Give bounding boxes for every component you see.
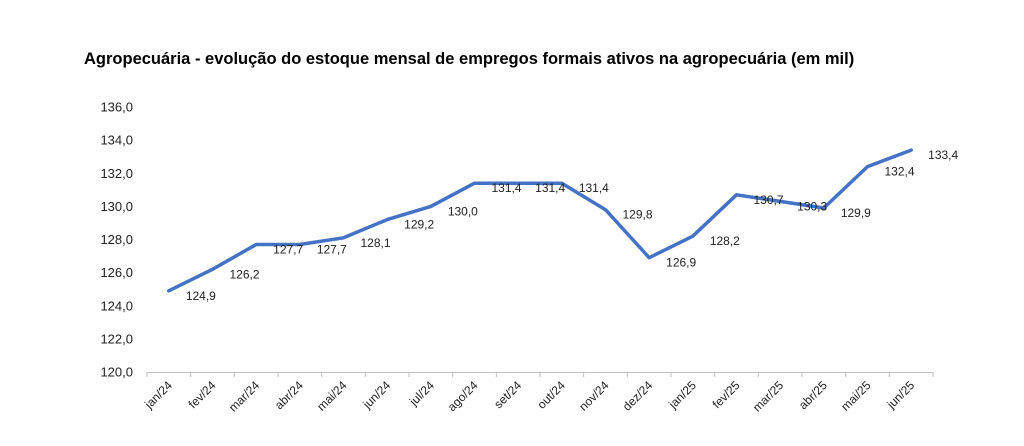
x-tick-label: jan/24 — [141, 378, 175, 412]
chart-title: Agropecuária - evolução do estoque mensa… — [84, 50, 855, 68]
data-point — [778, 199, 782, 203]
chart-axes — [146, 372, 934, 377]
x-tick-label: jul/24 — [406, 378, 437, 409]
data-labels-group: 124,9 126,2 127,7 127,7 128,1 129,2 130,0 131,4… — [186, 148, 959, 303]
y-tick-label: 134,0 — [100, 133, 133, 148]
y-tick-label: 136,0 — [100, 100, 133, 115]
data-point — [211, 267, 214, 271]
data-label: 132,4 — [885, 165, 915, 179]
data-label: 126,2 — [230, 267, 260, 281]
data-point — [691, 234, 695, 238]
y-tick-label: 122,0 — [100, 331, 133, 346]
data-label: 128,1 — [361, 236, 391, 250]
data-point — [254, 242, 258, 246]
data-point — [909, 148, 913, 152]
x-axis-ticks: jan/24 fev/24 mar/24 abr/24 mai/24 jun/24 jul/… — [141, 378, 917, 415]
data-point — [385, 218, 389, 222]
data-label: 130,7 — [754, 193, 784, 207]
x-tick-label: jun/24 — [360, 378, 394, 412]
x-tick-label: mar/25 — [750, 378, 787, 415]
data-label: 129,8 — [623, 208, 653, 222]
y-axis-ticks: 120,0 122,0 124,0 126,0 128,0 130,0 132,0 134,0… — [100, 100, 133, 380]
data-label: 124,9 — [186, 289, 216, 303]
y-tick-label: 120,0 — [100, 365, 133, 380]
x-tick-label: mar/24 — [226, 378, 263, 415]
x-tick-label: fev/25 — [710, 378, 743, 411]
x-tick-label: mai/24 — [314, 378, 350, 414]
x-tick-label: set/24 — [491, 378, 524, 411]
data-point — [866, 165, 869, 169]
y-tick-label: 132,0 — [100, 166, 133, 181]
x-tick-label: mai/25 — [838, 378, 874, 414]
x-tick-label: abr/24 — [272, 378, 306, 412]
data-label: 126,9 — [666, 256, 696, 270]
data-point — [167, 289, 171, 293]
y-tick-label: 124,0 — [100, 298, 133, 313]
data-label: 131,4 — [535, 181, 565, 195]
data-point — [342, 236, 345, 240]
x-tick-label: jun/25 — [884, 378, 918, 412]
y-tick-label: 130,0 — [100, 199, 133, 214]
x-tick-label: jan/25 — [665, 378, 699, 412]
series-group — [167, 148, 913, 293]
data-label: 131,4 — [579, 181, 609, 195]
x-tick-label: out/24 — [534, 378, 568, 412]
y-tick-label: 128,0 — [100, 232, 133, 247]
data-label: 129,9 — [841, 206, 871, 220]
data-point — [560, 181, 564, 185]
data-label: 131,4 — [492, 181, 522, 195]
data-point — [822, 206, 826, 210]
x-tick-label: abr/25 — [796, 378, 830, 412]
data-point — [604, 208, 607, 212]
data-label: 127,7 — [317, 242, 347, 256]
data-point — [429, 204, 433, 208]
x-tick-label: fev/24 — [186, 378, 219, 411]
data-label: 130,3 — [797, 199, 827, 213]
x-tick-label: nov/24 — [576, 378, 612, 414]
data-label: 133,4 — [928, 148, 958, 162]
data-label: 130,0 — [448, 204, 478, 218]
data-point — [647, 256, 651, 260]
x-tick-label: ago/24 — [445, 378, 481, 414]
data-label: 128,2 — [710, 234, 740, 248]
x-tick-label: dez/24 — [620, 378, 656, 414]
y-tick-label: 126,0 — [100, 265, 133, 280]
data-point — [516, 181, 520, 185]
data-label: 127,7 — [273, 242, 303, 256]
data-point — [735, 193, 738, 197]
series-line — [167, 148, 913, 293]
data-label: 129,2 — [404, 218, 434, 232]
data-point — [473, 181, 476, 185]
data-point — [298, 242, 302, 246]
